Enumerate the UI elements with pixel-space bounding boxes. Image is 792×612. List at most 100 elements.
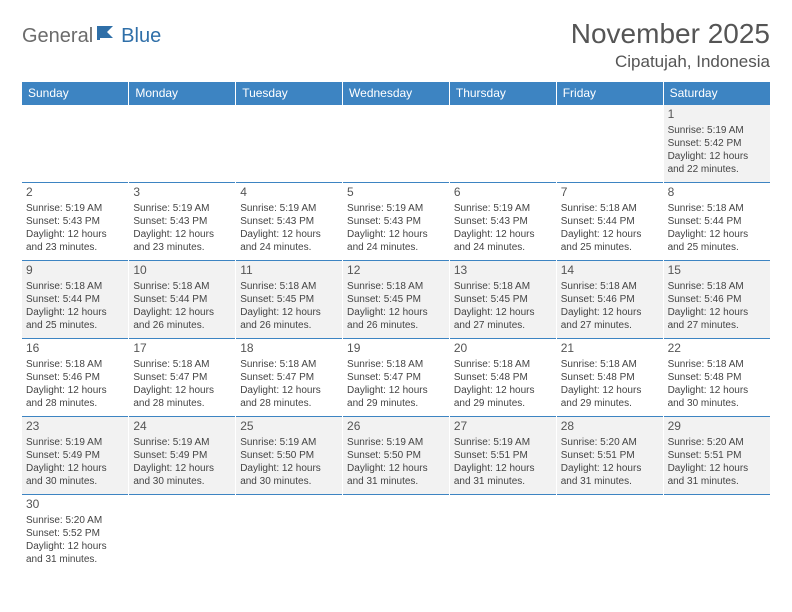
calendar-cell: 25Sunrise: 5:19 AMSunset: 5:50 PMDayligh… [236,417,343,495]
calendar-cell: 24Sunrise: 5:19 AMSunset: 5:49 PMDayligh… [129,417,236,495]
calendar-cell [556,495,663,573]
calendar-cell: 13Sunrise: 5:18 AMSunset: 5:45 PMDayligh… [449,261,556,339]
calendar-cell: 2Sunrise: 5:19 AMSunset: 5:43 PMDaylight… [22,183,129,261]
day-info: Sunrise: 5:18 AMSunset: 5:44 PMDaylight:… [668,202,766,254]
calendar-week: 2Sunrise: 5:19 AMSunset: 5:43 PMDaylight… [22,183,770,261]
day-info: Sunrise: 5:18 AMSunset: 5:47 PMDaylight:… [347,358,445,410]
day-number: 2 [26,185,124,201]
calendar-cell: 11Sunrise: 5:18 AMSunset: 5:45 PMDayligh… [236,261,343,339]
day-number: 20 [454,341,552,357]
calendar-cell: 27Sunrise: 5:19 AMSunset: 5:51 PMDayligh… [449,417,556,495]
calendar-cell [22,105,129,183]
calendar-cell: 12Sunrise: 5:18 AMSunset: 5:45 PMDayligh… [343,261,450,339]
day-info: Sunrise: 5:18 AMSunset: 5:48 PMDaylight:… [454,358,552,410]
day-info: Sunrise: 5:18 AMSunset: 5:47 PMDaylight:… [133,358,231,410]
day-info: Sunrise: 5:18 AMSunset: 5:44 PMDaylight:… [26,280,124,332]
day-number: 1 [668,107,766,123]
calendar-cell: 23Sunrise: 5:19 AMSunset: 5:49 PMDayligh… [22,417,129,495]
day-info: Sunrise: 5:20 AMSunset: 5:52 PMDaylight:… [26,514,124,566]
day-number: 19 [347,341,445,357]
day-number: 26 [347,419,445,435]
calendar-table: SundayMondayTuesdayWednesdayThursdayFrid… [22,82,770,573]
day-info: Sunrise: 5:20 AMSunset: 5:51 PMDaylight:… [668,436,766,488]
calendar-cell [663,495,770,573]
calendar-cell [343,495,450,573]
day-number: 10 [133,263,231,279]
day-info: Sunrise: 5:19 AMSunset: 5:43 PMDaylight:… [454,202,552,254]
calendar-cell: 6Sunrise: 5:19 AMSunset: 5:43 PMDaylight… [449,183,556,261]
day-info: Sunrise: 5:19 AMSunset: 5:43 PMDaylight:… [240,202,338,254]
calendar-cell: 28Sunrise: 5:20 AMSunset: 5:51 PMDayligh… [556,417,663,495]
day-number: 12 [347,263,445,279]
day-number: 22 [668,341,766,357]
day-number: 6 [454,185,552,201]
calendar-cell: 17Sunrise: 5:18 AMSunset: 5:47 PMDayligh… [129,339,236,417]
day-info: Sunrise: 5:19 AMSunset: 5:50 PMDaylight:… [347,436,445,488]
day-info: Sunrise: 5:18 AMSunset: 5:45 PMDaylight:… [347,280,445,332]
day-number: 13 [454,263,552,279]
calendar-cell: 18Sunrise: 5:18 AMSunset: 5:47 PMDayligh… [236,339,343,417]
calendar-cell: 14Sunrise: 5:18 AMSunset: 5:46 PMDayligh… [556,261,663,339]
calendar-cell [236,495,343,573]
day-info: Sunrise: 5:18 AMSunset: 5:46 PMDaylight:… [668,280,766,332]
flag-icon [97,24,119,45]
calendar-cell: 1Sunrise: 5:19 AMSunset: 5:42 PMDaylight… [663,105,770,183]
day-number: 28 [561,419,659,435]
day-info: Sunrise: 5:19 AMSunset: 5:43 PMDaylight:… [26,202,124,254]
day-info: Sunrise: 5:18 AMSunset: 5:46 PMDaylight:… [26,358,124,410]
day-number: 30 [26,497,124,513]
calendar-cell: 4Sunrise: 5:19 AMSunset: 5:43 PMDaylight… [236,183,343,261]
day-number: 15 [668,263,766,279]
day-info: Sunrise: 5:20 AMSunset: 5:51 PMDaylight:… [561,436,659,488]
weekday-header: Thursday [449,82,556,105]
day-number: 9 [26,263,124,279]
day-info: Sunrise: 5:19 AMSunset: 5:43 PMDaylight:… [347,202,445,254]
logo-text-general: General [22,25,93,48]
calendar-cell [449,105,556,183]
calendar-cell: 26Sunrise: 5:19 AMSunset: 5:50 PMDayligh… [343,417,450,495]
day-info: Sunrise: 5:19 AMSunset: 5:51 PMDaylight:… [454,436,552,488]
title-block: November 2025 Cipatujah, Indonesia [571,18,770,72]
calendar-cell [236,105,343,183]
calendar-cell: 15Sunrise: 5:18 AMSunset: 5:46 PMDayligh… [663,261,770,339]
month-title: November 2025 [571,18,770,50]
weekday-header-row: SundayMondayTuesdayWednesdayThursdayFrid… [22,82,770,105]
logo-text-blue: Blue [121,25,161,48]
day-info: Sunrise: 5:18 AMSunset: 5:48 PMDaylight:… [668,358,766,410]
calendar-week: 23Sunrise: 5:19 AMSunset: 5:49 PMDayligh… [22,417,770,495]
calendar-cell: 3Sunrise: 5:19 AMSunset: 5:43 PMDaylight… [129,183,236,261]
calendar-cell: 10Sunrise: 5:18 AMSunset: 5:44 PMDayligh… [129,261,236,339]
day-number: 25 [240,419,338,435]
day-number: 21 [561,341,659,357]
calendar-cell: 7Sunrise: 5:18 AMSunset: 5:44 PMDaylight… [556,183,663,261]
day-number: 16 [26,341,124,357]
day-info: Sunrise: 5:19 AMSunset: 5:49 PMDaylight:… [26,436,124,488]
day-number: 29 [668,419,766,435]
calendar-cell: 21Sunrise: 5:18 AMSunset: 5:48 PMDayligh… [556,339,663,417]
day-info: Sunrise: 5:18 AMSunset: 5:47 PMDaylight:… [240,358,338,410]
day-number: 4 [240,185,338,201]
day-number: 3 [133,185,231,201]
calendar-cell [556,105,663,183]
calendar-cell: 9Sunrise: 5:18 AMSunset: 5:44 PMDaylight… [22,261,129,339]
weekday-header: Sunday [22,82,129,105]
weekday-header: Wednesday [343,82,450,105]
day-info: Sunrise: 5:19 AMSunset: 5:43 PMDaylight:… [133,202,231,254]
day-number: 14 [561,263,659,279]
calendar-week: 30Sunrise: 5:20 AMSunset: 5:52 PMDayligh… [22,495,770,573]
day-number: 5 [347,185,445,201]
calendar-cell: 29Sunrise: 5:20 AMSunset: 5:51 PMDayligh… [663,417,770,495]
calendar-cell: 8Sunrise: 5:18 AMSunset: 5:44 PMDaylight… [663,183,770,261]
calendar-cell: 20Sunrise: 5:18 AMSunset: 5:48 PMDayligh… [449,339,556,417]
calendar-week: 1Sunrise: 5:19 AMSunset: 5:42 PMDaylight… [22,105,770,183]
calendar-cell: 30Sunrise: 5:20 AMSunset: 5:52 PMDayligh… [22,495,129,573]
day-number: 11 [240,263,338,279]
header: General Blue November 2025 Cipatujah, In… [22,18,770,72]
day-info: Sunrise: 5:18 AMSunset: 5:44 PMDaylight:… [133,280,231,332]
day-info: Sunrise: 5:19 AMSunset: 5:49 PMDaylight:… [133,436,231,488]
day-number: 18 [240,341,338,357]
day-number: 23 [26,419,124,435]
calendar-cell [129,495,236,573]
calendar-cell: 22Sunrise: 5:18 AMSunset: 5:48 PMDayligh… [663,339,770,417]
day-number: 7 [561,185,659,201]
